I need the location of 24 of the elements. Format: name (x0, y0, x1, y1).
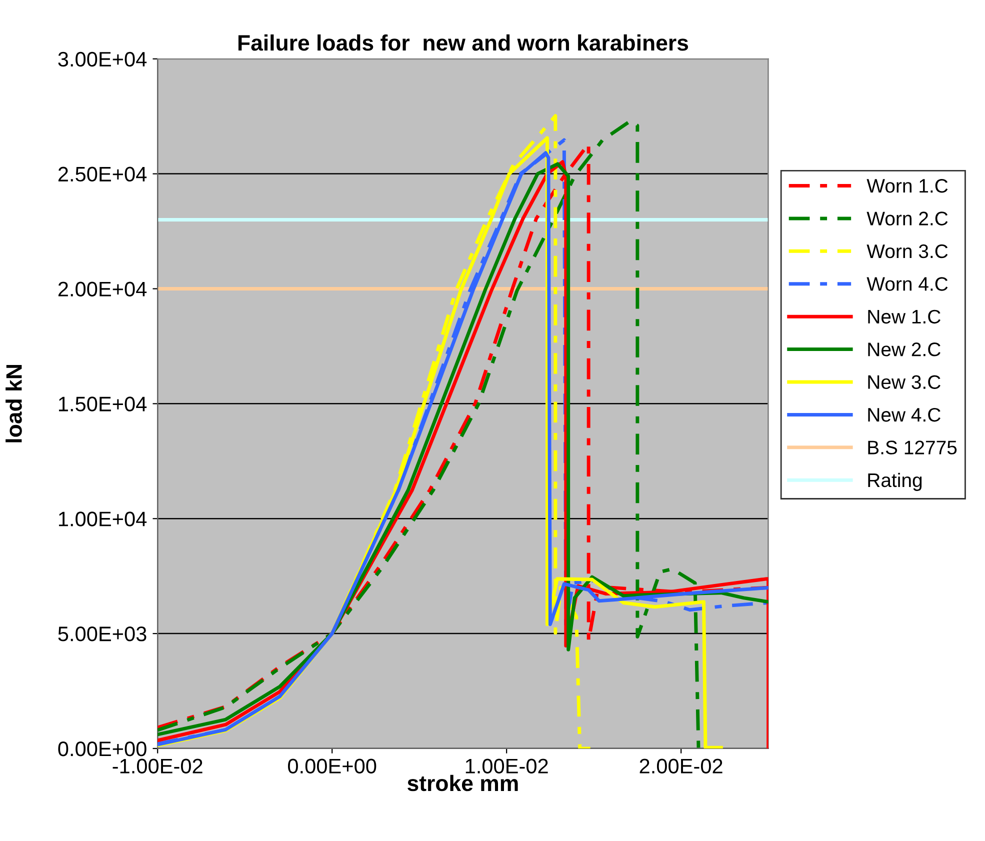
x-tick-label: 2.00E-02 (640, 758, 722, 774)
y-tick-label: 2.50E+04 (58, 166, 147, 182)
legend-label: New 3.C (868, 375, 940, 389)
legend-label: New 2.C (868, 342, 940, 356)
y-tick-label: 1.00E+04 (58, 512, 147, 526)
legend-label: Rating (868, 472, 922, 491)
legend-label: New 4.C (868, 408, 940, 422)
legend-label: Worn 3.C (866, 244, 948, 258)
y-tick-label: 5.00E+03 (58, 626, 146, 642)
x-tick-label: -1.00E-02 (112, 758, 202, 774)
y-tick-label: 2.00E+04 (58, 282, 147, 296)
legend-label: Worn 4.C (866, 277, 948, 291)
legend-label: Worn 2.C (866, 212, 948, 226)
legend-label: New 1.C (868, 310, 940, 324)
y-tick-label: 3.00E+04 (58, 52, 147, 67)
chart-title: Failure loads for new and worn karabiners (238, 34, 688, 51)
y-tick-label: 0.00E+00 (58, 741, 146, 756)
legend-label: Worn 1.C (866, 178, 948, 193)
y-axis-title: load kN (6, 365, 22, 442)
x-tick-label: 0.00E+00 (288, 758, 376, 774)
y-tick-label: 1.50E+04 (58, 396, 147, 412)
x-tick-label: 1.00E-02 (466, 758, 548, 774)
x-axis-title: stroke mm (408, 774, 518, 792)
legend-label: B.S 12775 (868, 440, 957, 454)
